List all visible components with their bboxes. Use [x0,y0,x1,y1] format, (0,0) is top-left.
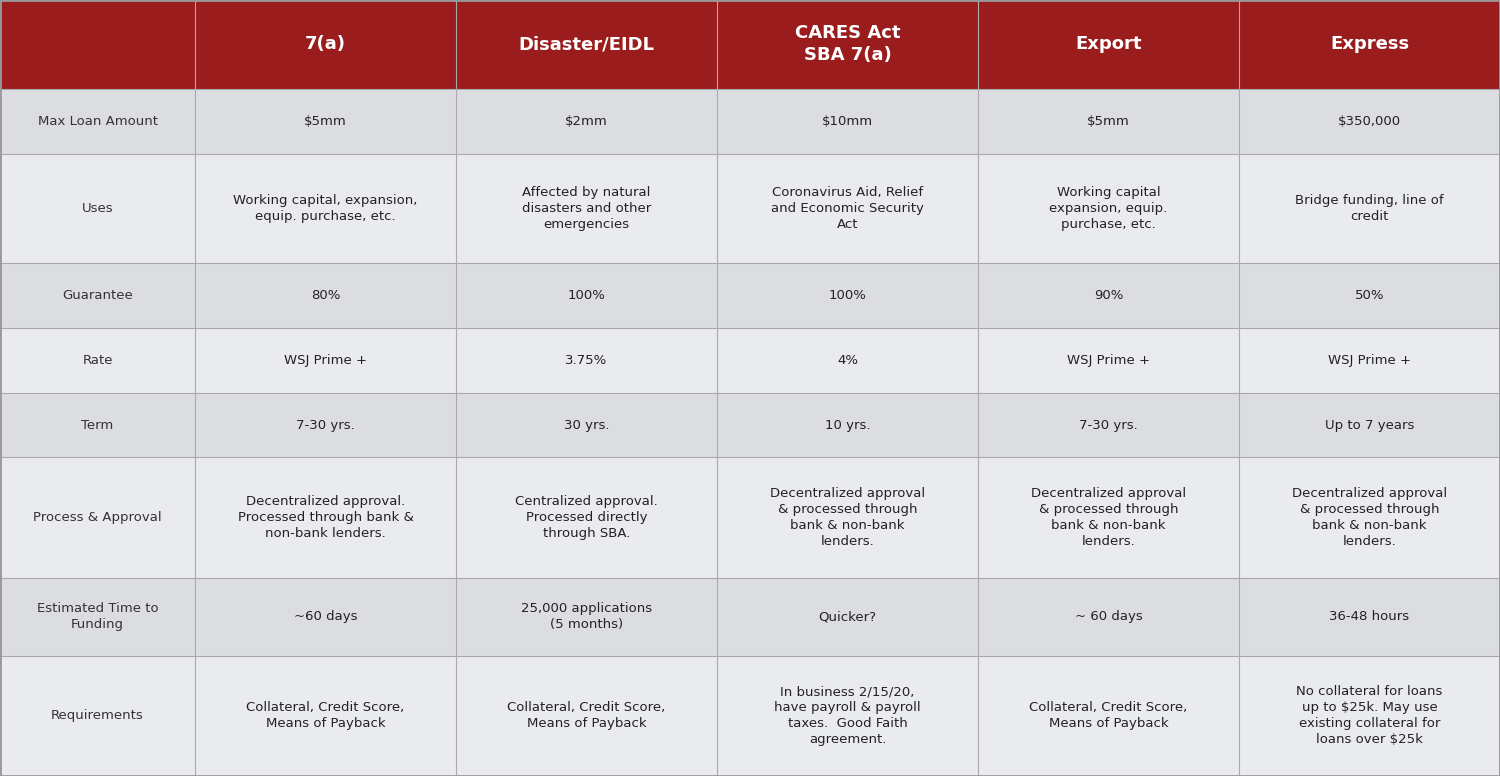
Text: 100%: 100% [828,289,867,302]
Text: Decentralized approval
& processed through
bank & non-bank
lenders.: Decentralized approval & processed throu… [770,487,926,548]
Text: 25,000 applications
(5 months): 25,000 applications (5 months) [520,602,652,631]
Text: Express: Express [1330,36,1408,54]
Text: Collateral, Credit Score,
Means of Payback: Collateral, Credit Score, Means of Payba… [507,702,666,730]
Text: $5mm: $5mm [304,115,346,128]
Text: CARES Act
SBA 7(a): CARES Act SBA 7(a) [795,24,900,64]
Text: $2mm: $2mm [566,115,608,128]
Text: $5mm: $5mm [1088,115,1130,128]
Text: 7-30 yrs.: 7-30 yrs. [1078,418,1138,431]
Bar [195,458,1500,577]
Bar [0,393,195,458]
Text: ~ 60 days: ~ 60 days [1074,610,1143,623]
Text: 10 yrs.: 10 yrs. [825,418,870,431]
Bar [195,263,1500,328]
Text: Rate: Rate [82,354,112,367]
Text: Up to 7 years: Up to 7 years [1324,418,1414,431]
Bar [0,656,195,776]
Bar [195,154,1500,263]
Text: Max Loan Amount: Max Loan Amount [38,115,158,128]
Text: Disaster/EIDL: Disaster/EIDL [519,36,654,54]
Text: Decentralized approval
& processed through
bank & non-bank
lenders.: Decentralized approval & processed throu… [1292,487,1448,548]
Text: Quicker?: Quicker? [819,610,876,623]
Text: WSJ Prime +: WSJ Prime + [1066,354,1150,367]
Bar [0,577,195,656]
Text: 3.75%: 3.75% [566,354,608,367]
Bar [195,328,1500,393]
Text: Guarantee: Guarantee [62,289,134,302]
Text: Affected by natural
disasters and other
emergencies: Affected by natural disasters and other … [522,186,651,231]
Text: 100%: 100% [567,289,606,302]
Bar [195,393,1500,458]
Bar [195,656,1500,776]
Bar [195,577,1500,656]
Text: Centralized approval.
Processed directly
through SBA.: Centralized approval. Processed directly… [514,495,658,540]
Text: WSJ Prime +: WSJ Prime + [1328,354,1412,367]
Text: Uses: Uses [81,202,114,215]
Bar [0,154,195,263]
Text: 90%: 90% [1094,289,1124,302]
Text: WSJ Prime +: WSJ Prime + [284,354,368,367]
Text: Estimated Time to
Funding: Estimated Time to Funding [36,602,159,631]
Text: Decentralized approval.
Processed through bank &
non-bank lenders.: Decentralized approval. Processed throug… [237,495,414,540]
Text: 80%: 80% [310,289,340,302]
Text: 36-48 hours: 36-48 hours [1329,610,1410,623]
Bar [0,458,195,577]
Text: 7(a): 7(a) [304,36,346,54]
Text: 7-30 yrs.: 7-30 yrs. [296,418,356,431]
Text: Export: Export [1076,36,1142,54]
Text: Decentralized approval
& processed through
bank & non-bank
lenders.: Decentralized approval & processed throu… [1030,487,1186,548]
Text: Working capital, expansion,
equip. purchase, etc.: Working capital, expansion, equip. purch… [234,194,417,223]
Bar [0,0,1500,88]
Text: Collateral, Credit Score,
Means of Payback: Collateral, Credit Score, Means of Payba… [1029,702,1188,730]
Text: ~60 days: ~60 days [294,610,357,623]
Text: $350,000: $350,000 [1338,115,1401,128]
Text: Term: Term [81,418,114,431]
Text: $10mm: $10mm [822,115,873,128]
Text: Working capital
expansion, equip.
purchase, etc.: Working capital expansion, equip. purcha… [1050,186,1167,231]
Bar [0,263,195,328]
Text: Bridge funding, line of
credit: Bridge funding, line of credit [1294,194,1444,223]
Text: Collateral, Credit Score,
Means of Payback: Collateral, Credit Score, Means of Payba… [246,702,405,730]
Text: 50%: 50% [1354,289,1384,302]
Text: 30 yrs.: 30 yrs. [564,418,609,431]
Bar [195,88,1500,154]
Bar [0,328,195,393]
Text: No collateral for loans
up to $25k. May use
existing collateral for
loans over $: No collateral for loans up to $25k. May … [1296,685,1443,747]
Text: In business 2/15/20,
have payroll & payroll
taxes.  Good Faith
agreement.: In business 2/15/20, have payroll & payr… [774,685,921,747]
Text: Coronavirus Aid, Relief
and Economic Security
Act: Coronavirus Aid, Relief and Economic Sec… [771,186,924,231]
Text: 4%: 4% [837,354,858,367]
Bar [0,88,195,154]
Text: Requirements: Requirements [51,709,144,722]
Text: Process & Approval: Process & Approval [33,511,162,524]
